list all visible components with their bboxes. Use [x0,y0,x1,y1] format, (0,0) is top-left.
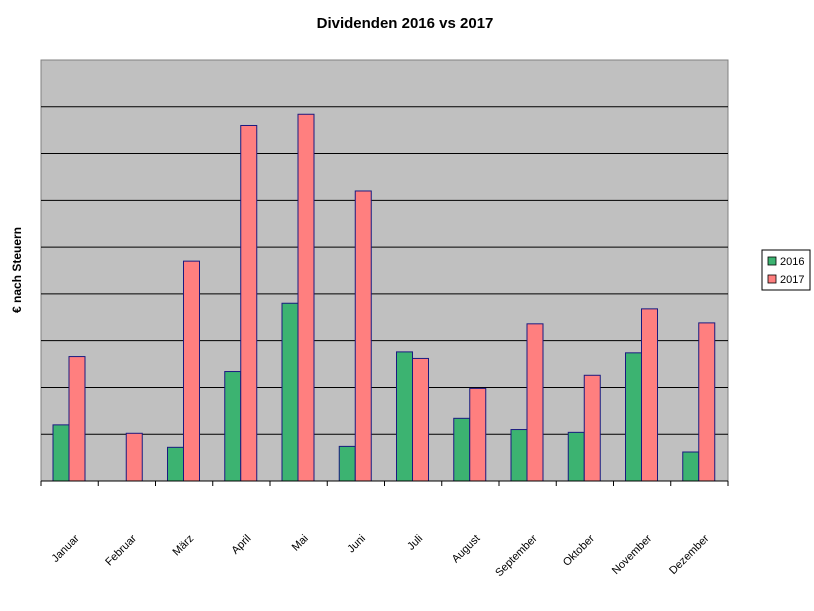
bar-2017-November [641,308,658,482]
bar-2017-August [469,387,487,482]
x-tick-label-Februar: Februar [103,532,139,568]
x-tick-label-Dezember: Dezember [667,532,712,577]
legend: 2016 2017 [761,249,811,291]
x-tick-label-Juli: Juli [405,533,425,553]
y-axis-label: € nach Steuern [10,227,24,313]
bar-2017-Februar [125,432,143,482]
bar-2016-September [510,429,528,482]
x-tick-label-April: April [229,533,253,557]
x-tick-label-Mai: Mai [290,533,311,554]
bar-2016-Dezember [682,451,700,482]
bar-2017-Juli [412,357,429,482]
x-tick-label-September: September [493,532,540,579]
x-tick-label-März: März [170,533,196,559]
bar-2016-April [224,371,242,482]
bar-2016-November [625,352,642,482]
x-tick-label-August: August [450,533,483,566]
x-ticks [40,481,729,486]
legend-swatch-2016 [767,256,777,266]
chart-title: Dividenden 2016 vs 2017 [317,15,494,32]
bar-2017-Juni [354,190,372,482]
x-tick-label-Januar: Januar [49,532,82,565]
bar-2017-Oktober [583,374,601,482]
bar-2017-März [183,260,200,482]
bar-2016-Mai [281,302,299,482]
bar-2017-April [240,124,258,482]
bar-2017-Dezember [698,322,716,482]
legend-label-2016: 2016 [780,256,804,268]
bar-2016-März [167,446,184,482]
x-tick-label-Juni: Juni [345,533,368,556]
bar-2017-Mai [297,113,315,482]
bar-2017-Januar [68,356,86,482]
plot-area [40,59,729,482]
bar-2016-Juni [338,445,356,482]
legend-label-2017: 2017 [780,274,804,286]
bar-2016-Juli [396,351,413,482]
x-tick-label-November: November [610,532,655,577]
bar-2016-Januar [52,424,70,482]
bar-2016-August [453,417,471,482]
gridlines [41,106,728,435]
bar-2017-September [526,323,544,482]
bar-2016-Oktober [567,431,585,482]
legend-swatch-2017 [767,274,777,284]
x-tick-labels: Januar Februar März April Mai Juni Juli August S… [49,532,711,579]
x-tick-label-Oktober: Oktober [561,532,597,568]
